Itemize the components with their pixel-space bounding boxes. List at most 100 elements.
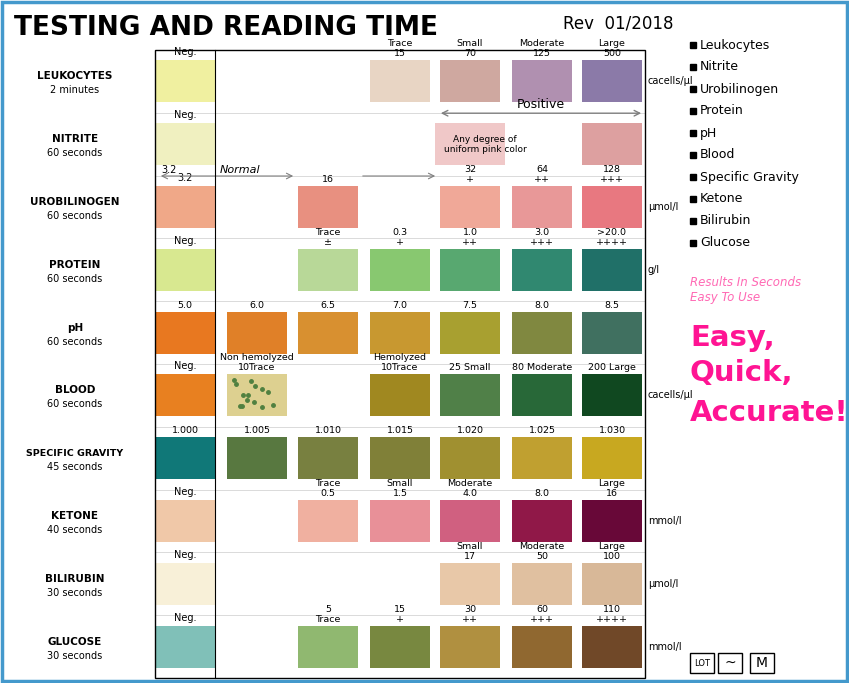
Bar <box>155 374 215 417</box>
Bar <box>227 437 287 479</box>
Text: Nitrite: Nitrite <box>700 61 739 74</box>
Text: Large
500: Large 500 <box>599 40 626 59</box>
Text: TESTING AND READING TIME: TESTING AND READING TIME <box>14 15 438 41</box>
Text: 15
+: 15 + <box>394 604 406 624</box>
Text: 1.015: 1.015 <box>386 426 413 435</box>
Bar <box>440 186 500 228</box>
Text: 1.000: 1.000 <box>171 426 199 435</box>
Text: 1.0
++: 1.0 ++ <box>462 227 478 247</box>
Text: Hemolyzed
10Trace: Hemolyzed 10Trace <box>374 353 426 372</box>
Bar <box>298 249 358 291</box>
Text: 6.5: 6.5 <box>321 301 335 309</box>
Text: 7.5: 7.5 <box>463 301 477 309</box>
Bar <box>370 249 430 291</box>
Text: BILIRUBIN: BILIRUBIN <box>45 574 104 584</box>
Text: 16: 16 <box>322 175 334 184</box>
Text: 5
Trace: 5 Trace <box>315 604 340 624</box>
Text: Small
1.5: Small 1.5 <box>387 479 413 498</box>
Bar <box>512 311 572 354</box>
Text: Neg.: Neg. <box>174 110 196 120</box>
Bar <box>512 374 572 417</box>
Text: Ketone: Ketone <box>700 193 744 206</box>
Text: 25 Small: 25 Small <box>449 363 491 372</box>
Text: Blood: Blood <box>700 148 735 161</box>
Bar <box>370 437 430 479</box>
Text: Easy,: Easy, <box>690 324 775 352</box>
Text: Trace
±: Trace ± <box>315 227 340 247</box>
Text: Accurate!: Accurate! <box>690 399 849 427</box>
Text: Neg.: Neg. <box>174 47 196 57</box>
Bar <box>440 60 500 102</box>
Bar <box>718 653 742 673</box>
Bar <box>512 60 572 102</box>
Text: 60
+++: 60 +++ <box>530 604 554 624</box>
Text: 110
++++: 110 ++++ <box>596 604 628 624</box>
Text: g/l: g/l <box>648 265 661 275</box>
Text: 30
++: 30 ++ <box>462 604 478 624</box>
Text: Urobilinogen: Urobilinogen <box>700 83 779 96</box>
Text: Moderate
50: Moderate 50 <box>520 542 565 561</box>
Text: 45 seconds: 45 seconds <box>48 462 103 472</box>
Text: M: M <box>756 656 768 670</box>
Text: SPECIFIC GRAVITY: SPECIFIC GRAVITY <box>26 449 124 458</box>
Text: 200 Large: 200 Large <box>588 363 636 372</box>
Text: 60 seconds: 60 seconds <box>48 337 103 346</box>
Text: 3.2: 3.2 <box>161 165 177 175</box>
Text: 60 seconds: 60 seconds <box>48 148 103 158</box>
Text: >20.0
++++: >20.0 ++++ <box>596 227 628 247</box>
Text: 32
+: 32 + <box>464 165 476 184</box>
Text: 80 Moderate: 80 Moderate <box>512 363 572 372</box>
Text: Large
16: Large 16 <box>599 479 626 498</box>
Text: Trace
0.5: Trace 0.5 <box>315 479 340 498</box>
Text: pH: pH <box>67 322 83 333</box>
Text: Specific Gravity: Specific Gravity <box>700 171 799 184</box>
Text: μmol/l: μmol/l <box>648 202 678 212</box>
Text: Easy To Use: Easy To Use <box>690 292 760 305</box>
Bar <box>750 653 774 673</box>
Text: BLOOD: BLOOD <box>55 385 95 395</box>
Bar <box>582 563 642 605</box>
Bar <box>370 60 430 102</box>
Text: UROBILINOGEN: UROBILINOGEN <box>31 197 120 207</box>
Text: Small
17: Small 17 <box>457 542 483 561</box>
Bar <box>690 653 714 673</box>
Text: 2 minutes: 2 minutes <box>50 85 99 96</box>
Text: PROTEIN: PROTEIN <box>49 260 101 270</box>
Text: mmol/l: mmol/l <box>648 516 682 526</box>
Bar <box>512 563 572 605</box>
Bar <box>155 123 215 165</box>
Bar <box>155 626 215 667</box>
Text: 1.030: 1.030 <box>599 426 626 435</box>
Text: 8.0: 8.0 <box>535 301 549 309</box>
Text: GLUCOSE: GLUCOSE <box>48 637 102 647</box>
Bar <box>298 186 358 228</box>
Bar <box>512 249 572 291</box>
Bar <box>512 626 572 667</box>
Text: Neg.: Neg. <box>174 361 196 372</box>
Text: Results In Seconds: Results In Seconds <box>690 277 801 290</box>
Text: 30 seconds: 30 seconds <box>48 651 103 660</box>
Bar <box>440 311 500 354</box>
Bar <box>582 123 642 165</box>
Text: Bilirubin: Bilirubin <box>700 214 751 227</box>
Bar <box>582 311 642 354</box>
Bar <box>227 374 287 417</box>
Text: Protein: Protein <box>700 104 744 117</box>
Text: LEUKOCYTES: LEUKOCYTES <box>37 72 113 81</box>
Text: Neg.: Neg. <box>174 236 196 246</box>
Text: 3.0
+++: 3.0 +++ <box>530 227 554 247</box>
Text: 30 seconds: 30 seconds <box>48 588 103 598</box>
Text: Neg.: Neg. <box>174 487 196 497</box>
Bar <box>155 60 215 102</box>
Text: Rev  01/2018: Rev 01/2018 <box>563 15 673 33</box>
Text: 60 seconds: 60 seconds <box>48 400 103 409</box>
Text: Large
100: Large 100 <box>599 542 626 561</box>
Bar <box>582 60 642 102</box>
Text: Normal: Normal <box>220 165 261 175</box>
Text: Any degree of
uniform pink color: Any degree of uniform pink color <box>444 135 526 154</box>
Bar <box>440 563 500 605</box>
Text: 60 seconds: 60 seconds <box>48 274 103 284</box>
Bar <box>155 50 645 678</box>
Bar <box>440 500 500 542</box>
Text: 1.020: 1.020 <box>457 426 483 435</box>
